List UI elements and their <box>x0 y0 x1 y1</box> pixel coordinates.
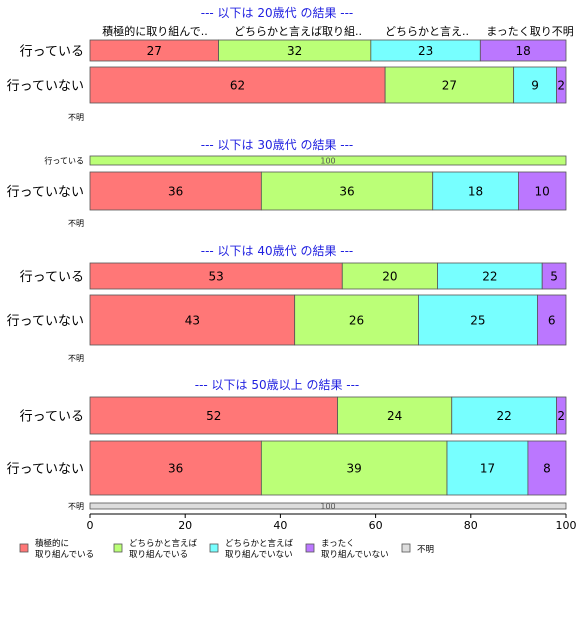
bar-segment <box>451 396 557 435</box>
x-tick-label: 20 <box>178 519 192 532</box>
legend-label: 取り組んでいる <box>35 549 94 560</box>
legend-label: まったく <box>321 539 355 549</box>
bar-segment <box>556 66 567 104</box>
legend-label: 取り組んでいない <box>225 549 293 560</box>
legend-swatch <box>19 543 29 553</box>
x-tick-label: 0 <box>87 519 94 532</box>
bar-segment <box>89 155 567 166</box>
panel-title: --- 以下は 20歳代 の結果 --- <box>201 6 354 20</box>
row-label: 行っている <box>20 410 84 425</box>
data-label: 24 <box>387 409 402 423</box>
row-label: 行っている <box>20 270 84 285</box>
data-label: 62 <box>230 79 245 93</box>
row-label: 行っていない <box>7 79 84 94</box>
data-label: 27 <box>442 79 457 93</box>
data-label: 9 <box>531 79 539 93</box>
row-label: 不明 <box>68 219 84 228</box>
data-label: 18 <box>516 44 531 58</box>
x-tick-label: 60 <box>369 519 383 532</box>
legend-swatch <box>113 543 123 553</box>
data-label: 8 <box>543 462 551 476</box>
legend-swatch <box>305 543 315 553</box>
x-tick-label: 40 <box>273 519 287 532</box>
bar-segment <box>527 440 567 496</box>
data-label: 100 <box>320 157 335 166</box>
row-label: 行っている <box>44 156 84 166</box>
data-label: 53 <box>208 270 223 284</box>
bar-segment <box>89 171 262 211</box>
data-label: 36 <box>168 462 183 476</box>
bar-segment <box>446 440 529 496</box>
bar-segment <box>541 262 567 290</box>
data-label: 10 <box>535 185 550 199</box>
bar-segment <box>89 396 338 435</box>
data-label: 26 <box>349 314 364 328</box>
column-header: まったく取り不明 <box>486 25 574 38</box>
data-label: 100 <box>320 502 335 511</box>
panel-title: --- 以下は 30歳代 の結果 --- <box>201 138 354 152</box>
data-label: 43 <box>185 314 200 328</box>
row-label: 不明 <box>68 502 84 511</box>
legend-swatch <box>209 543 219 553</box>
legend-swatch <box>401 543 411 553</box>
data-label: 2 <box>557 79 565 93</box>
bar-segment <box>341 262 438 290</box>
bar-segment <box>260 171 434 211</box>
data-label: 25 <box>470 314 485 328</box>
legend-label: 取り組んでいない <box>321 549 389 560</box>
row-label: 行っている <box>20 45 84 60</box>
data-label: 27 <box>147 44 162 58</box>
data-label: 52 <box>206 409 221 423</box>
bar-segment <box>89 502 567 510</box>
legend-label: 取り組んでいる <box>129 549 188 560</box>
legend-label: どちらかと言えば <box>129 538 198 549</box>
data-label: 22 <box>496 409 511 423</box>
bar-segment <box>260 440 448 496</box>
row-label: 行っていない <box>7 185 84 200</box>
panel-title: --- 以下は 50歳以上 の結果 --- <box>195 378 360 392</box>
data-label: 6 <box>548 314 556 328</box>
column-header: 積極的に取り組んで.. <box>102 24 207 38</box>
data-label: 39 <box>347 462 362 476</box>
bar-segment <box>294 294 419 346</box>
bar-segment <box>89 66 386 104</box>
data-label: 17 <box>480 462 495 476</box>
data-label: 22 <box>482 270 497 284</box>
column-header: どちらかと言えば取り組.. <box>234 25 362 38</box>
data-label: 23 <box>418 44 433 58</box>
bar-segment <box>89 294 296 346</box>
data-label: 20 <box>382 270 397 284</box>
bar-segment <box>418 294 538 346</box>
bar-segment <box>556 396 567 435</box>
row-label: 行っていない <box>7 462 84 477</box>
bar-segment <box>479 39 567 62</box>
bar-segment <box>89 262 343 290</box>
data-label: 5 <box>550 270 558 284</box>
bar-segment <box>337 396 453 435</box>
data-label: 36 <box>168 185 183 199</box>
row-label: 不明 <box>68 354 84 363</box>
bar-segment <box>432 171 519 211</box>
column-header: どちらかと言え.. <box>385 25 469 38</box>
row-label: 行っていない <box>7 314 84 329</box>
bar-segment <box>518 171 567 211</box>
x-tick-label: 100 <box>556 519 577 532</box>
x-tick-label: 80 <box>464 519 478 532</box>
legend-label: どちらかと言えば <box>225 538 294 549</box>
bar-segment <box>89 440 262 496</box>
legend-label: 積極的に <box>35 538 69 549</box>
data-label: 18 <box>468 185 483 199</box>
bar-segment <box>437 262 543 290</box>
bar-segment <box>537 294 567 346</box>
bar-segment <box>513 66 557 104</box>
data-label: 2 <box>557 409 565 423</box>
legend-label: 不明 <box>417 545 434 555</box>
data-label: 36 <box>339 185 354 199</box>
panel-title: --- 以下は 40歳代 の結果 --- <box>201 244 354 258</box>
data-label: 32 <box>287 44 302 58</box>
bar-segment <box>384 66 515 104</box>
row-label: 不明 <box>68 113 84 122</box>
